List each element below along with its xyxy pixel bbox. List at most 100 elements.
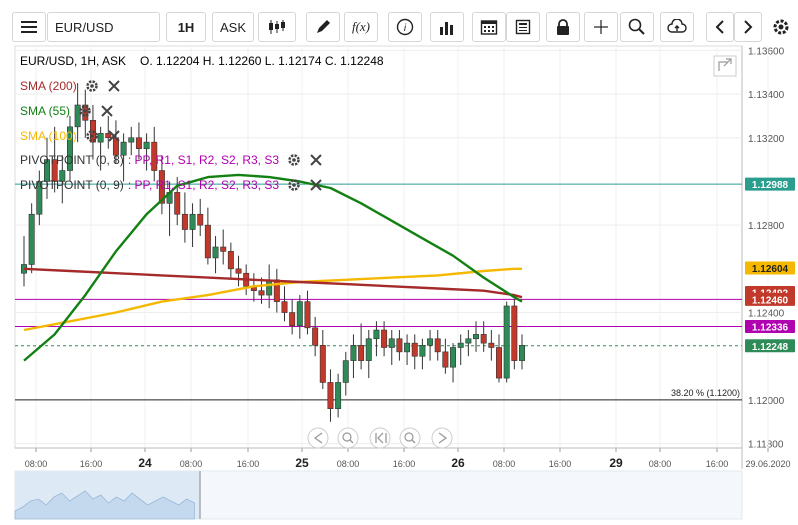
candle — [473, 321, 480, 352]
magnifier-handle — [349, 439, 354, 444]
lock-icon — [557, 19, 569, 35]
menu-button[interactable] — [12, 12, 46, 42]
close-icon[interactable] — [100, 104, 114, 118]
x-tick-label: 08:00 — [180, 459, 203, 469]
candle-body — [28, 213, 35, 265]
candle-body — [480, 334, 487, 344]
close-icon[interactable] — [107, 129, 121, 143]
candle-body — [151, 141, 158, 171]
candle-body — [212, 246, 219, 259]
nav-forward-button[interactable] — [431, 427, 453, 449]
pencil-icon — [317, 20, 330, 33]
nav-reset-button[interactable] — [369, 427, 391, 449]
y-tick-label: 1.12400 — [748, 309, 785, 320]
x-tick-label: 29 — [609, 456, 623, 470]
magnifier-icon — [404, 432, 414, 442]
candle-body — [450, 347, 457, 368]
fullscreen-icon-glyph — [718, 58, 732, 71]
draw-tool-button[interactable] — [306, 12, 340, 42]
x-tick-label: 25 — [295, 456, 309, 470]
plot-area — [14, 45, 743, 449]
x-tick-label: 08:00 — [337, 459, 360, 469]
candle-body — [411, 342, 418, 357]
timeframe-label: 1H — [177, 19, 195, 35]
candle — [350, 334, 357, 379]
price-side-button[interactable]: ASK — [212, 12, 254, 42]
indicators-button[interactable]: f(x) — [344, 12, 378, 42]
fullscreen-icon — [713, 55, 737, 77]
nav-zoom-in-button[interactable] — [399, 427, 421, 449]
lock-button[interactable] — [546, 12, 580, 42]
nav-arrow-icon — [375, 432, 387, 444]
candle-body — [488, 342, 495, 348]
candle-body — [442, 351, 449, 368]
info-icon: i — [396, 18, 414, 36]
nav-zoom-out-button[interactable] — [337, 427, 359, 449]
price-chart[interactable]: 1.13600 1.13400 1.13200 1.12800 1.12400 1.120… — [0, 44, 798, 520]
price-tag-label: 1.12604 — [752, 264, 789, 275]
candle — [143, 133, 150, 171]
x-tick-label: 16:00 — [393, 459, 416, 469]
scroll-right-button[interactable] — [734, 12, 762, 42]
nav-back-button[interactable] — [307, 427, 329, 449]
timeframe-button[interactable]: 1H — [166, 12, 206, 42]
close-icon[interactable] — [107, 79, 121, 93]
chevron-left-icon — [715, 20, 724, 34]
gear-icon[interactable] — [287, 178, 301, 192]
pivot2-levels: : PP, R1, S1, R2, S2, R3, S3 — [127, 178, 280, 192]
chevron-right-icon — [744, 20, 753, 34]
calendar-button[interactable] — [472, 12, 506, 42]
pivot1-label: PIVOTPOINT (0, 8) — [20, 153, 124, 167]
candle-body — [296, 301, 303, 326]
gear-icon[interactable] — [85, 79, 99, 93]
gear-icon — [773, 19, 789, 35]
candle-body — [373, 329, 380, 340]
candle-body — [503, 305, 510, 379]
chart-type-button[interactable] — [258, 12, 296, 42]
sma55-legend: SMA (55) — [20, 104, 114, 118]
upload-button[interactable] — [660, 12, 694, 42]
price-tag-bg — [745, 320, 795, 334]
candle — [212, 236, 219, 274]
close-icon[interactable] — [309, 153, 323, 167]
candle — [158, 155, 165, 215]
candle — [519, 334, 525, 370]
x-tick-label: 16:00 — [80, 459, 103, 469]
candle-body — [174, 192, 181, 215]
volume-button[interactable] — [430, 12, 464, 42]
scroll-left-button[interactable] — [706, 12, 734, 42]
candle — [204, 207, 211, 265]
x-tick-label: 29.06.2020 — [745, 459, 790, 469]
zoom-button[interactable] — [620, 12, 654, 42]
y-tick-label: 1.13200 — [748, 134, 785, 145]
instrument-label: EUR/USD, 1H, ASK — [20, 54, 127, 68]
candle-body — [427, 338, 434, 346]
gear-icon[interactable] — [85, 129, 99, 143]
candles-icon — [269, 20, 285, 34]
candle — [28, 203, 35, 274]
candle — [388, 330, 395, 365]
close-icon[interactable] — [309, 178, 323, 192]
nav-button-circle — [399, 427, 421, 449]
nav-button-circle — [337, 427, 359, 449]
candle — [51, 126, 58, 193]
gear-icon[interactable] — [287, 153, 301, 167]
y-tick-label: 1.11800 — [748, 440, 784, 451]
candle — [120, 133, 127, 182]
info-button[interactable]: i — [388, 12, 422, 42]
gear-icon[interactable] — [78, 104, 92, 118]
news-button[interactable] — [506, 12, 540, 42]
candle-body — [266, 279, 273, 296]
x-tick-label: 24 — [138, 456, 152, 470]
candle-body — [66, 126, 73, 171]
settings-button[interactable] — [768, 12, 794, 42]
candle-body — [434, 338, 441, 353]
candle-body — [158, 170, 165, 204]
candle-body — [473, 334, 480, 340]
symbol-selector[interactable]: EUR/USD — [47, 12, 160, 42]
crosshair-button[interactable] — [584, 12, 618, 42]
candle-body — [289, 312, 296, 326]
chart-area[interactable]: 1.13600 1.13400 1.13200 1.12800 1.12400 1.120… — [0, 44, 798, 520]
price-tag-label: 1.12248 — [752, 342, 789, 353]
candle — [419, 338, 426, 370]
